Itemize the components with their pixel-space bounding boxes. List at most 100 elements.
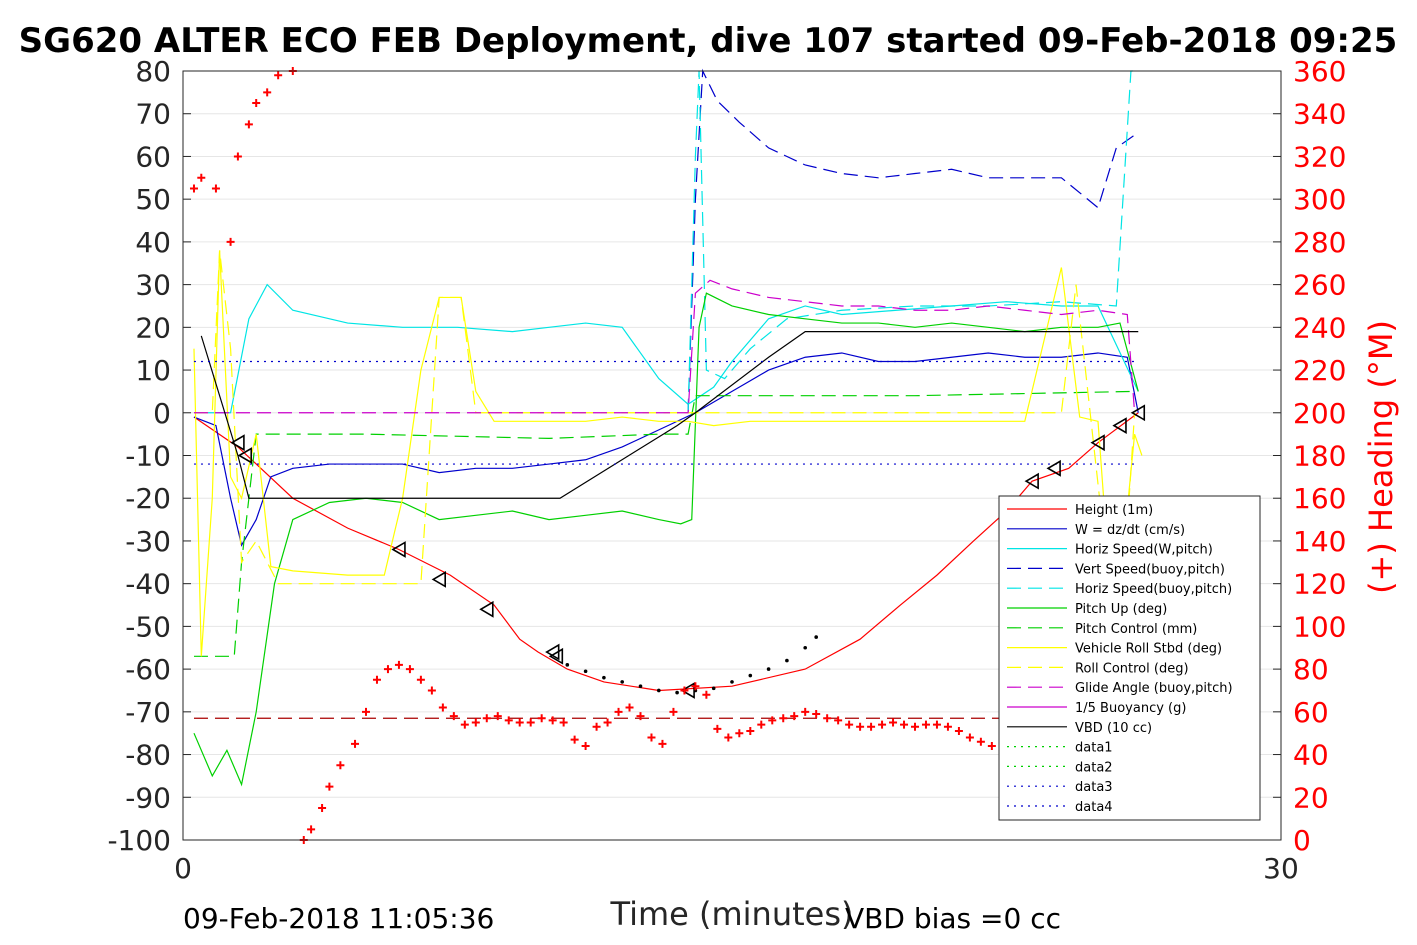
y2-tick-label: 280 <box>1293 226 1346 259</box>
heading-plus-marker <box>900 720 909 729</box>
heading-plus-marker <box>889 718 898 727</box>
height-dot <box>657 688 661 693</box>
legend-entry: Height (1m) <box>1075 503 1153 518</box>
heading-plus-marker <box>603 718 612 727</box>
heading-plus-marker <box>336 761 345 770</box>
heading-plus-marker <box>921 720 930 729</box>
y2-tick-label: 240 <box>1293 311 1346 344</box>
legend-entry: Pitch Control (mm) <box>1075 622 1197 637</box>
heading-plus-marker <box>493 712 502 721</box>
y2-tick-label: 200 <box>1293 397 1346 430</box>
heading-plus-marker <box>537 714 546 723</box>
heading-plus-marker <box>351 739 360 748</box>
y-tick-label: 20 <box>135 311 171 344</box>
heading-plus-marker <box>669 707 678 716</box>
heading-plus-marker <box>548 716 557 725</box>
height-triangle-marker <box>479 600 494 618</box>
legend-entry: VBD (10 cc) <box>1075 721 1152 736</box>
heading-plus-marker <box>878 720 887 729</box>
heading-plus-marker <box>834 716 843 725</box>
footer-vbd-bias: VBD bias =0 cc <box>845 902 1061 935</box>
height-triangle-marker <box>230 434 245 452</box>
heading-plus-marker <box>976 737 985 746</box>
heading-plus-marker <box>932 720 941 729</box>
heading-plus-marker <box>647 733 656 742</box>
height-triangle-marker <box>548 647 564 665</box>
height-dot <box>814 635 818 639</box>
legend-entry: data1 <box>1075 741 1113 756</box>
heading-plus-marker <box>405 665 414 674</box>
height-dot <box>675 690 679 695</box>
heading-plus-marker <box>427 686 436 695</box>
heading-plus-marker <box>526 718 535 727</box>
heading-plus-marker <box>592 722 601 731</box>
legend-entry: data3 <box>1075 780 1113 795</box>
height-triangle-marker <box>237 447 253 464</box>
series-line <box>193 250 1143 657</box>
heading-plus-marker <box>482 714 491 723</box>
height-dot <box>620 680 624 684</box>
heading-plus-marker <box>636 712 645 721</box>
y-tick-label: -90 <box>125 781 171 814</box>
y-tick-label: -10 <box>125 440 171 473</box>
y-tick-label: 0 <box>153 397 171 430</box>
height-triangle-marker <box>431 571 447 588</box>
y-tick-label: -30 <box>125 525 171 558</box>
y2-tick-label: 20 <box>1293 781 1329 814</box>
y2-tick-label: 0 <box>1293 824 1311 857</box>
series-line <box>193 250 1136 585</box>
heading-plus-marker <box>581 742 590 751</box>
chart-title: SG620 ALTER ECO FEB Deployment, dive 107… <box>19 21 1398 61</box>
heading-plus-marker <box>449 712 458 721</box>
series-line <box>193 279 1136 414</box>
heading-plus-marker <box>471 718 480 727</box>
legend-entry: data4 <box>1075 800 1113 815</box>
heading-plus-marker <box>658 739 667 748</box>
y2-tick-label: 360 <box>1293 55 1346 88</box>
y-tick-label: -80 <box>125 739 171 772</box>
y-tick-label: 30 <box>135 269 171 302</box>
heading-plus-marker <box>768 716 777 725</box>
heading-plus-marker <box>244 120 253 129</box>
y2-tick-label: 220 <box>1293 354 1346 387</box>
y2-tick-label: 80 <box>1293 653 1329 686</box>
footer-timestamp: 09-Feb-2018 11:05:36 <box>183 902 494 935</box>
y-tick-label: -60 <box>125 653 171 686</box>
x-tick-label: 0 <box>174 852 192 885</box>
y-tick-label: 60 <box>135 140 171 173</box>
heading-plus-marker <box>625 703 634 712</box>
heading-plus-marker <box>735 729 744 738</box>
heading-plus-marker <box>779 714 788 723</box>
y-axis-right: 3603403203002802602402202001801601401201… <box>1273 55 1346 857</box>
heading-plus-marker <box>226 237 235 246</box>
legend-entry: Pitch Up (deg) <box>1075 602 1167 617</box>
legend-entry: Roll Control (deg) <box>1075 661 1189 676</box>
heading-plus-marker <box>965 733 974 742</box>
height-triangle-marker <box>391 541 406 558</box>
height-dot <box>748 673 753 678</box>
series-line <box>687 70 1139 413</box>
height-dot <box>638 684 643 688</box>
legend-entry: Vehicle Roll Stbd (deg) <box>1075 642 1222 657</box>
heading-plus-marker <box>691 682 700 691</box>
y-tick-label: -40 <box>125 568 171 601</box>
series-layer <box>193 68 1143 787</box>
heading-plus-marker <box>504 716 513 725</box>
heading-plus-marker <box>189 184 198 193</box>
legend: Height (1m) W = dz/dt (cm/s) Horiz Speed(W… <box>998 495 1261 821</box>
heading-plus-marker <box>680 686 689 695</box>
y-tick-label: -20 <box>125 482 171 515</box>
y-tick-label: 10 <box>135 354 171 387</box>
y2-tick-label: 120 <box>1293 568 1346 601</box>
series-line <box>687 68 1135 413</box>
heading-plus-marker <box>211 184 220 193</box>
height-dot <box>565 663 570 667</box>
y2-axis-label: (+) Heading (°M) <box>1362 320 1400 594</box>
legend-entry: W = dz/dt (cm/s) <box>1075 523 1185 538</box>
x-tick-label: 30 <box>1263 852 1299 885</box>
height-triangle-marker <box>1024 472 1039 490</box>
heading-plus-marker <box>845 720 854 729</box>
heading-plus-marker <box>757 720 766 729</box>
heading-plus-marker <box>987 742 996 751</box>
heading-plus-marker <box>856 722 865 731</box>
